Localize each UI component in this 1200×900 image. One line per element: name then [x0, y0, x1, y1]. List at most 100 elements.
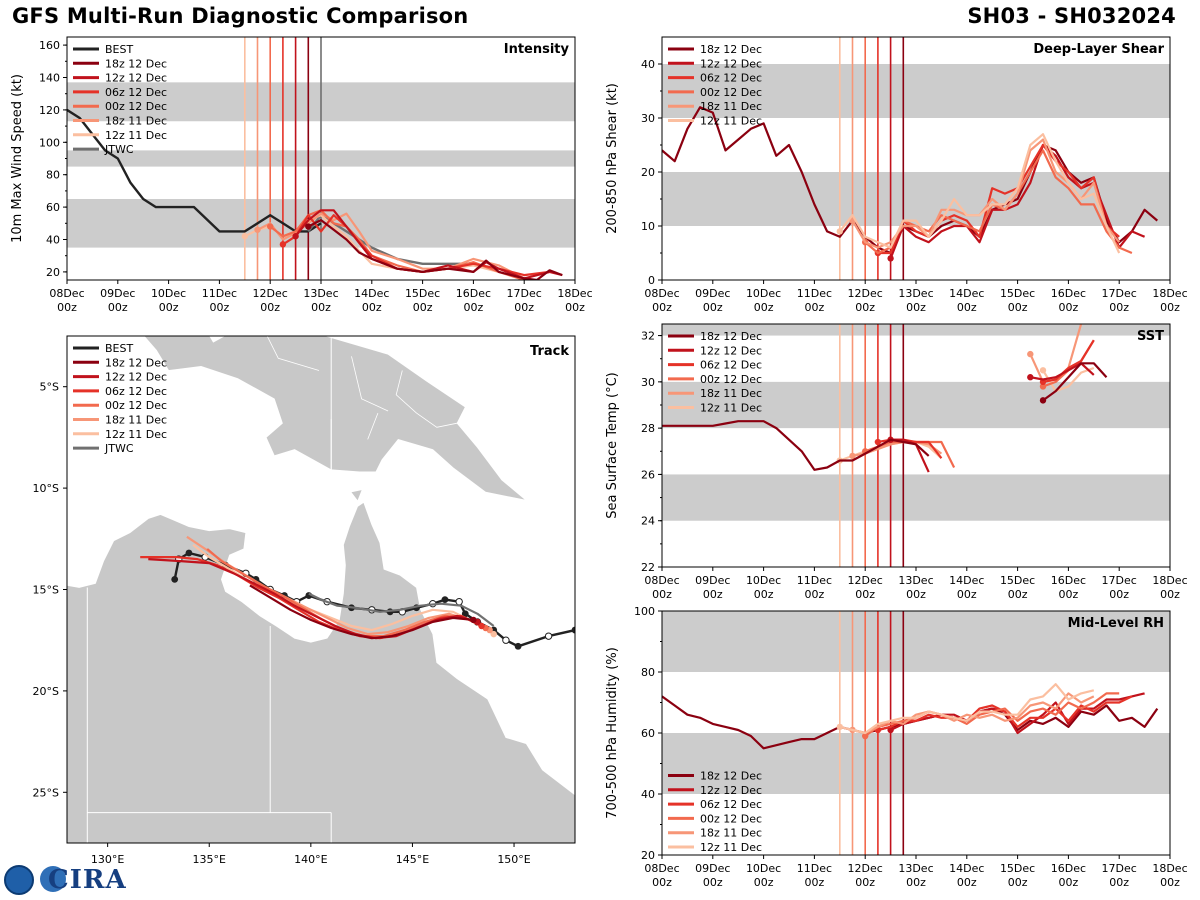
x-tick-label-date: 18Dec — [1152, 287, 1187, 300]
x-tick-label-date: 12Dec — [253, 287, 288, 300]
x-tick-label-date: 09Dec — [695, 862, 730, 875]
shade-band-2 — [662, 324, 1170, 336]
legend-label-jtwc: JTWC — [104, 442, 134, 455]
x-tick-label-hour: 00z — [565, 301, 585, 314]
storm-id-title: SH03 - SH032024 — [967, 4, 1176, 28]
init-marker-12z-11-dec — [836, 228, 843, 235]
track-init-06z-12-dec — [478, 622, 485, 630]
y-axis-label: 10m Max Wind Speed (kt) — [10, 74, 25, 243]
page-title: GFS Multi-Run Diagnostic Comparison — [12, 4, 469, 28]
x-tick-label-date: 12Dec — [848, 287, 883, 300]
x-tick-label-date: 08Dec — [49, 287, 84, 300]
province-line-3 — [266, 336, 320, 371]
legend-label-00z-12-dec: 00z 12 Dec — [105, 399, 167, 412]
x-tick-label-date: 15Dec — [405, 287, 440, 300]
legend-label-18z-11-dec: 18z 11 Dec — [105, 414, 167, 427]
x-tick-label-hour: 00z — [260, 301, 280, 314]
x-tick-label-hour: 00z — [1109, 588, 1129, 601]
y-tick-label: 80 — [641, 666, 655, 679]
legend-label-18z-11-dec: 18z 11 Dec — [700, 387, 762, 400]
legend-label-18z-12-dec: 18z 12 Dec — [700, 330, 762, 343]
y-tick-label: 10°S — [33, 482, 59, 495]
x-tick-label-hour: 00z — [210, 301, 230, 314]
init-marker-18z-12-dec — [305, 223, 312, 230]
australia-land — [67, 501, 575, 843]
x-tick-label-date: 14Dec — [949, 862, 984, 875]
x-tick-label-date: 11Dec — [797, 287, 832, 300]
x-tick-label-hour: 00z — [1059, 876, 1079, 889]
y-tick-label: 32 — [641, 330, 655, 343]
x-tick-label: 145°E — [396, 853, 429, 866]
x-tick-label-hour: 00z — [855, 876, 875, 889]
x-tick-label-date: 14Dec — [949, 287, 984, 300]
legend-label-12z-11-dec: 12z 11 Dec — [700, 115, 762, 128]
x-tick-label-hour: 00z — [652, 876, 672, 889]
init-marker-00z-12-dec — [267, 223, 274, 230]
x-tick-label-hour: 00z — [754, 876, 774, 889]
x-tick-label-hour: 00z — [805, 876, 825, 889]
x-tick-label-hour: 00z — [311, 301, 331, 314]
x-tick-label-date: 14Dec — [949, 574, 984, 587]
shade-band-0 — [662, 474, 1170, 521]
x-tick-label-date: 08Dec — [644, 574, 679, 587]
y-tick-label: 20 — [641, 166, 655, 179]
series-line-best-0 — [67, 108, 322, 233]
x-tick-label-date: 13Dec — [303, 287, 338, 300]
y-tick-label: 20°S — [33, 685, 59, 698]
legend-label-00z-12-dec: 00z 12 Dec — [700, 812, 762, 825]
y-tick-label: 20 — [46, 266, 60, 279]
track-point-open — [502, 636, 510, 644]
init-marker-06z-12-dec — [279, 241, 287, 248]
series-line-12z-11-dec-5 — [839, 683, 1095, 735]
x-tick-label-date: 09Dec — [695, 574, 730, 587]
panel-title: Intensity — [504, 42, 570, 57]
x-tick-label-hour: 00z — [1160, 588, 1180, 601]
x-tick-label-date: 10Dec — [746, 862, 781, 875]
y-tick-label: 22 — [641, 561, 655, 574]
x-tick-label-date: 17Dec — [507, 287, 542, 300]
x-tick-label-date: 15Dec — [1000, 574, 1035, 587]
legend-label-06z-12-dec: 06z 12 Dec — [700, 798, 762, 811]
x-tick-label-hour: 00z — [1160, 876, 1180, 889]
track-point-filled — [514, 642, 522, 650]
shade-band-1 — [662, 64, 1170, 118]
legend-label-12z-11-dec: 12z 11 Dec — [105, 428, 167, 441]
legend-label-12z-12-dec: 12z 12 Dec — [700, 344, 762, 357]
series-line-18z-12-dec-0 — [662, 106, 1159, 255]
x-tick-label-date: 16Dec — [1051, 287, 1086, 300]
x-tick-label-hour: 00z — [906, 301, 926, 314]
shade-band-1 — [662, 611, 1170, 672]
y-tick-label: 100 — [634, 605, 655, 618]
x-tick-label-hour: 00z — [108, 301, 128, 314]
panel-shear: 01020304008Dec00z09Dec00z10Dec00z11Dec00… — [605, 36, 1188, 314]
init-marker-12z-12-dec — [887, 255, 894, 262]
init-marker-12z-12-dec — [292, 233, 299, 240]
x-tick-label-hour: 00z — [703, 876, 723, 889]
legend-label-18z-12-dec: 18z 12 Dec — [105, 57, 167, 70]
legend-label-12z-11-dec: 12z 11 Dec — [700, 841, 762, 854]
y-tick-label: 40 — [641, 788, 655, 801]
legend-label-00z-12-dec: 00z 12 Dec — [700, 86, 762, 99]
x-tick-label-hour: 00z — [957, 876, 977, 889]
track-line-18z-12-dec-7 — [249, 584, 474, 640]
legend-label-00z-12-dec: 00z 12 Dec — [105, 100, 167, 113]
y-tick-label: 140 — [39, 72, 60, 85]
x-tick-label-hour: 00z — [805, 588, 825, 601]
x-tick-label-date: 15Dec — [1000, 287, 1035, 300]
x-tick-label-date: 09Dec — [100, 287, 135, 300]
panel-intensity: 2040608010012014016008Dec00z09Dec00z10De… — [10, 36, 593, 314]
cira-globe-icon — [40, 866, 66, 892]
y-tick-label: 60 — [641, 727, 655, 740]
x-tick-label: 150°E — [497, 853, 530, 866]
y-tick-label: 160 — [39, 39, 60, 52]
x-tick-label-date: 09Dec — [695, 287, 730, 300]
x-tick-label-hour: 00z — [957, 588, 977, 601]
legend-label-18z-12-dec: 18z 12 Dec — [700, 770, 762, 783]
x-tick-label-date: 08Dec — [644, 862, 679, 875]
x-tick-label-hour: 00z — [57, 301, 77, 314]
x-tick-label-hour: 00z — [1008, 588, 1028, 601]
init-marker-12z-12-dec — [1027, 374, 1034, 381]
init-marker-18z-11-dec — [1027, 350, 1034, 358]
legend-label-18z-12-dec: 18z 12 Dec — [700, 43, 762, 56]
